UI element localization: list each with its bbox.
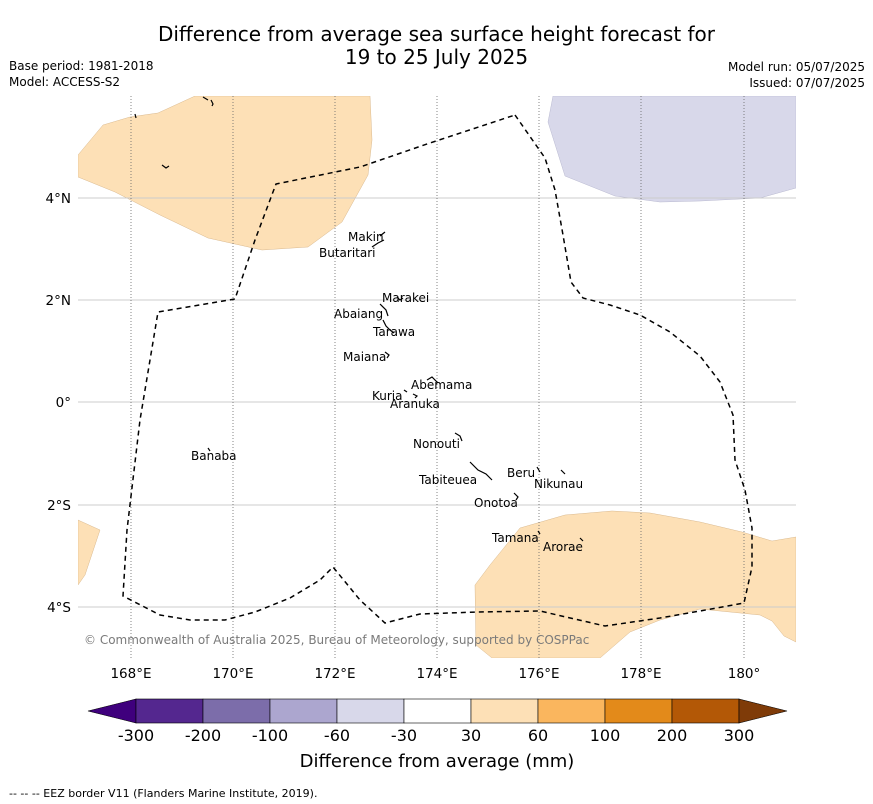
label-maiana: Maiana — [343, 350, 386, 364]
island-maiana — [384, 351, 390, 359]
lon-tick: 176°E — [518, 666, 559, 682]
colorbar-bin — [403, 698, 472, 724]
lon-tick: 170°E — [212, 666, 253, 682]
colorbar-tick: -30 — [391, 726, 417, 745]
colorbar-bin — [470, 698, 539, 724]
island-tarawa — [382, 319, 395, 334]
grid — [78, 96, 796, 658]
label-banaba: Banaba — [191, 449, 237, 463]
lat-tick: 4°S — [47, 600, 71, 616]
colorbar: -300 -200 -100 -60 -30 30 60 100 200 300… — [87, 698, 788, 772]
place-labels: Makin Butaritari Marakei Abaiang Tarawa … — [191, 230, 583, 554]
colorbar-tick: 300 — [724, 726, 755, 745]
lat-tick: 2°S — [47, 498, 71, 514]
positive-anomaly-region-southeast — [474, 510, 796, 658]
island-butaritari — [371, 239, 385, 248]
island-tamana — [537, 530, 541, 535]
negative-anomaly-region-northeast — [547, 96, 796, 203]
label-nikunau: Nikunau — [534, 477, 583, 491]
colorbar-extend-high — [738, 698, 788, 724]
island-kuria — [403, 389, 408, 393]
colorbar-tick: -200 — [185, 726, 221, 745]
coast-fragment-north-3 — [202, 96, 209, 101]
lat-tick: 4°N — [46, 191, 71, 207]
colorbar-tick: 30 — [461, 726, 481, 745]
map-panel: Makin Butaritari Marakei Abaiang Tarawa … — [78, 96, 796, 658]
label-abemama: Abemama — [411, 378, 472, 392]
colorbar-tick: -300 — [118, 726, 154, 745]
colorbar-extend-low — [87, 698, 137, 724]
island-onotoa — [513, 492, 519, 501]
island-banaba — [207, 447, 211, 452]
label-nonouti: Nonouti — [413, 437, 460, 451]
coast-fragment-north-2 — [161, 164, 170, 169]
colorbar-bin — [269, 698, 338, 724]
colorbar-bin — [537, 698, 606, 724]
island-abemama — [426, 376, 439, 384]
label-marakei: Marakei — [382, 291, 429, 305]
issued-text: Issued: 07/07/2025 — [749, 76, 865, 90]
colorbar-tick: -60 — [324, 726, 350, 745]
colorbar-tick: -100 — [252, 726, 288, 745]
colorbar-bin — [336, 698, 405, 724]
island-makin — [379, 231, 386, 237]
base-period-text: Base period: 1981-2018 — [9, 59, 154, 73]
coast-fragment-north-1 — [134, 113, 137, 119]
island-beru — [536, 466, 541, 473]
colorbar-bin — [604, 698, 673, 724]
lon-tick: 178°E — [620, 666, 661, 682]
label-tamana: Tamana — [491, 531, 539, 545]
model-text: Model: ACCESS-S2 — [9, 75, 121, 89]
copyright-text: © Commonwealth of Australia 2025, Bureau… — [84, 633, 589, 647]
lon-tick: 174°E — [416, 666, 457, 682]
island-aranuka — [412, 393, 419, 399]
colorbar-bin — [202, 698, 271, 724]
label-tarawa: Tarawa — [372, 325, 415, 339]
label-aranuka: Aranuka — [390, 397, 440, 411]
island-arorae — [579, 537, 584, 542]
label-beru: Beru — [507, 466, 535, 480]
lon-tick: 180° — [728, 666, 761, 682]
title-line-1: Difference from average sea surface heig… — [157, 22, 716, 46]
label-tabiteuea: Tabiteuea — [418, 473, 477, 487]
label-butaritari: Butaritari — [319, 246, 376, 260]
island-tabiteuea — [469, 461, 493, 481]
label-arorae: Arorae — [543, 540, 583, 554]
eez-legend-note: -- -- -- EEZ border V11 (Flanders Marine… — [9, 787, 317, 800]
label-abaiang: Abaiang — [334, 307, 383, 321]
model-run-text: Model run: 05/07/2025 — [727, 60, 865, 74]
lat-tick: 0° — [56, 395, 71, 411]
label-onotoa: Onotoa — [474, 496, 518, 510]
label-kuria: Kuria — [372, 389, 403, 403]
title-line-2: 19 to 25 July 2025 — [344, 45, 529, 69]
island-marakei — [396, 296, 404, 301]
colorbar-tick: 200 — [657, 726, 688, 745]
positive-anomaly-region-west — [78, 519, 101, 586]
island-nikunau — [560, 469, 566, 475]
eez-border — [122, 114, 753, 627]
colorbar-tick: 100 — [590, 726, 621, 745]
colorbar-tick: 60 — [528, 726, 548, 745]
lat-tick-labels: 4°N 2°N 0° 2°S 4°S — [46, 191, 71, 616]
island-abaiang — [379, 303, 389, 317]
label-makin: Makin — [348, 230, 384, 244]
lon-tick-labels: 168°E 170°E 172°E 174°E 176°E 178°E 180° — [110, 666, 760, 682]
lon-tick: 172°E — [314, 666, 355, 682]
lat-tick: 2°N — [46, 293, 71, 309]
colorbar-title: Difference from average (mm) — [300, 751, 575, 772]
coast-fragment-north-4 — [210, 99, 214, 107]
island-nonouti — [454, 432, 463, 442]
lon-tick: 168°E — [110, 666, 151, 682]
islands — [134, 96, 584, 542]
colorbar-bin — [135, 698, 204, 724]
colorbar-bin — [671, 698, 740, 724]
